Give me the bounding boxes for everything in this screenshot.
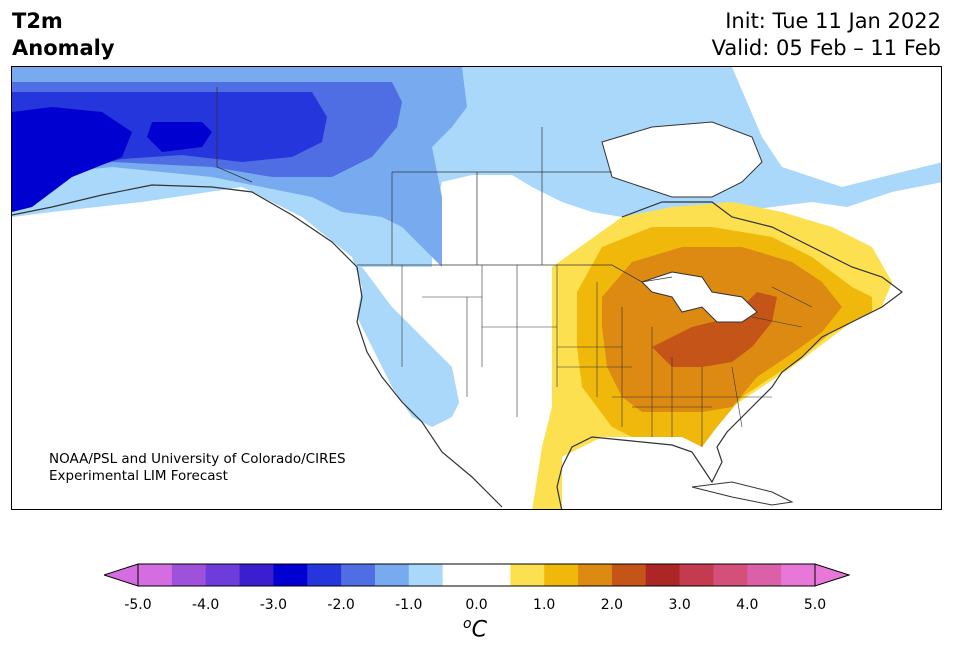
colorbar-segment <box>578 564 613 586</box>
colorbar-tick-label: 3.0 <box>668 597 691 613</box>
colorbar-tick-label: 0.0 <box>465 597 488 613</box>
colorbar-tick-label: -5.0 <box>124 597 152 613</box>
pacific-ocean <box>12 187 491 509</box>
province-lines <box>391 127 612 265</box>
colorbar-under-arrow <box>104 563 139 587</box>
valid-date: Valid: 05 Feb – 11 Feb <box>711 36 941 60</box>
colorbar-tick-label: -4.0 <box>192 597 220 613</box>
cuba-outline <box>691 481 794 506</box>
forecast-dates: Init: Tue 11 Jan 2022 Valid: 05 Feb – 11… <box>712 8 941 62</box>
variable-label: T2m <box>12 9 63 33</box>
map-title: T2m Anomaly <box>12 8 115 62</box>
colorbar-segment <box>679 564 714 586</box>
colorbar-tick-label: -3.0 <box>259 597 288 613</box>
colorbar-segment <box>476 564 511 586</box>
colorbar-tick-label: 2.0 <box>600 597 624 613</box>
colorbar-segment <box>341 564 376 586</box>
us-canada-border <box>357 264 673 283</box>
credit-line-2: Experimental LIM Forecast <box>49 468 228 484</box>
east-coastline <box>556 201 903 509</box>
cold-anomaly-darkest-2 <box>147 122 212 152</box>
colorbar-segment <box>713 564 748 586</box>
colorbar-segment <box>239 564 274 586</box>
colorbar-segment <box>307 564 342 586</box>
degree-sup: o <box>463 616 472 632</box>
alaska-border <box>216 87 253 183</box>
colorbar-segment <box>408 564 444 586</box>
gulf-of-mexico <box>562 437 712 509</box>
map-svg <box>12 67 941 509</box>
cold-anomaly-darkest <box>12 107 132 212</box>
colorbar-tick-label: 1.0 <box>533 597 556 613</box>
colorbar-segment <box>374 564 410 586</box>
credit-text: NOAA/PSL and University of Colorado/CIRE… <box>49 451 346 485</box>
colorbar-segment <box>273 564 308 586</box>
colorbar-outline <box>137 563 816 587</box>
credit-line-1: NOAA/PSL and University of Colorado/CIRE… <box>49 451 346 467</box>
init-date: Init: Tue 11 Jan 2022 <box>725 9 941 33</box>
colorbar-tick-label: 4.0 <box>736 597 759 613</box>
colorbar-tick-label: -1.0 <box>395 597 423 613</box>
colorbar-segment <box>747 564 782 586</box>
colorbar <box>104 563 850 587</box>
hudson-bay <box>601 121 763 198</box>
subtitle-label: Anomaly <box>12 36 115 60</box>
colorbar-segments <box>138 564 816 586</box>
coastline <box>12 184 503 508</box>
colorbar-segment <box>544 564 579 586</box>
colorbar-segment <box>442 564 477 586</box>
atlantic-ocean <box>674 297 941 509</box>
arctic-white <box>732 67 941 187</box>
colorbar-tick-label: 5.0 <box>803 597 827 613</box>
colorbar-tick-label: -2.0 <box>327 597 355 613</box>
colorbar-segment <box>645 564 681 586</box>
unit-label: oC <box>463 616 487 642</box>
colorbar-segment <box>205 564 241 586</box>
anomaly-map: NOAA/PSL and University of Colorado/CIRE… <box>11 66 942 510</box>
state-lines <box>401 265 813 447</box>
colorbar-segment <box>138 564 173 586</box>
colorbar-segment <box>781 564 816 586</box>
colorbar-over-arrow <box>814 563 850 587</box>
great-lakes <box>641 271 758 323</box>
colorbar-segment <box>171 564 207 586</box>
colorbar-segment <box>510 564 545 586</box>
colorbar-segment <box>611 564 647 586</box>
unit-text: C <box>471 617 487 643</box>
